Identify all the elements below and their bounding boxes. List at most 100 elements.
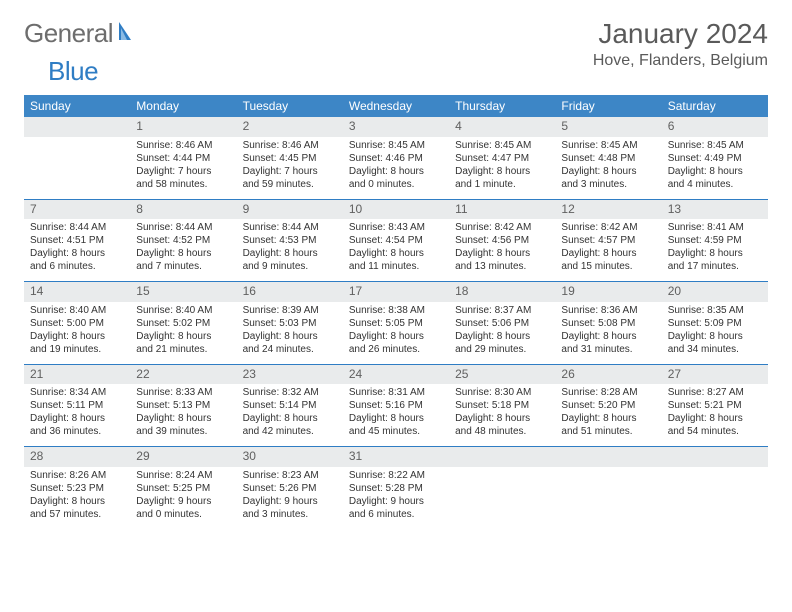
- sunset-text: Sunset: 4:46 PM: [349, 152, 443, 165]
- day-number: 31: [343, 447, 449, 467]
- day-number: 14: [24, 282, 130, 302]
- weekday-header: Tuesday: [237, 95, 343, 117]
- daylight-text: Daylight: 9 hours and 0 minutes.: [136, 495, 230, 521]
- day-cell: 6Sunrise: 8:45 AMSunset: 4:49 PMDaylight…: [662, 117, 768, 199]
- daylight-text: Daylight: 8 hours and 34 minutes.: [668, 330, 762, 356]
- sunrise-text: Sunrise: 8:44 AM: [136, 221, 230, 234]
- daylight-text: Daylight: 8 hours and 11 minutes.: [349, 247, 443, 273]
- sunset-text: Sunset: 5:00 PM: [30, 317, 124, 330]
- sunset-text: Sunset: 5:08 PM: [561, 317, 655, 330]
- sunset-text: Sunset: 5:16 PM: [349, 399, 443, 412]
- daylight-text: Daylight: 9 hours and 6 minutes.: [349, 495, 443, 521]
- weekday-header: Friday: [555, 95, 661, 117]
- sunrise-text: Sunrise: 8:44 AM: [243, 221, 337, 234]
- day-cell: [662, 447, 768, 529]
- daylight-text: Daylight: 9 hours and 3 minutes.: [243, 495, 337, 521]
- logo: General: [24, 18, 139, 49]
- sunrise-text: Sunrise: 8:40 AM: [30, 304, 124, 317]
- logo-text-2: Blue: [48, 56, 98, 87]
- day-cell: 17Sunrise: 8:38 AMSunset: 5:05 PMDayligh…: [343, 282, 449, 365]
- day-cell: 20Sunrise: 8:35 AMSunset: 5:09 PMDayligh…: [662, 282, 768, 365]
- day-number: 21: [24, 365, 130, 385]
- sunset-text: Sunset: 5:05 PM: [349, 317, 443, 330]
- day-cell: 31Sunrise: 8:22 AMSunset: 5:28 PMDayligh…: [343, 447, 449, 529]
- daylight-text: Daylight: 8 hours and 29 minutes.: [455, 330, 549, 356]
- day-body: [24, 137, 130, 199]
- day-number: 5: [555, 117, 661, 137]
- sunrise-text: Sunrise: 8:45 AM: [455, 139, 549, 152]
- day-body: Sunrise: 8:37 AMSunset: 5:06 PMDaylight:…: [449, 302, 555, 364]
- daylight-text: Daylight: 8 hours and 6 minutes.: [30, 247, 124, 273]
- sunset-text: Sunset: 4:51 PM: [30, 234, 124, 247]
- day-number: 12: [555, 200, 661, 220]
- sunrise-text: Sunrise: 8:42 AM: [561, 221, 655, 234]
- sunset-text: Sunset: 5:03 PM: [243, 317, 337, 330]
- sunset-text: Sunset: 4:44 PM: [136, 152, 230, 165]
- day-cell: 15Sunrise: 8:40 AMSunset: 5:02 PMDayligh…: [130, 282, 236, 365]
- daylight-text: Daylight: 8 hours and 15 minutes.: [561, 247, 655, 273]
- day-body: [449, 467, 555, 529]
- day-body: Sunrise: 8:38 AMSunset: 5:05 PMDaylight:…: [343, 302, 449, 364]
- location: Hove, Flanders, Belgium: [593, 52, 768, 70]
- sunset-text: Sunset: 4:56 PM: [455, 234, 549, 247]
- day-body: [555, 467, 661, 529]
- day-number: 2: [237, 117, 343, 137]
- day-cell: 4Sunrise: 8:45 AMSunset: 4:47 PMDaylight…: [449, 117, 555, 199]
- day-number: 25: [449, 365, 555, 385]
- daylight-text: Daylight: 8 hours and 42 minutes.: [243, 412, 337, 438]
- day-number: 11: [449, 200, 555, 220]
- sunrise-text: Sunrise: 8:30 AM: [455, 386, 549, 399]
- day-number: 20: [662, 282, 768, 302]
- day-number: [449, 447, 555, 467]
- day-cell: 11Sunrise: 8:42 AMSunset: 4:56 PMDayligh…: [449, 199, 555, 282]
- weekday-header-row: Sunday Monday Tuesday Wednesday Thursday…: [24, 95, 768, 117]
- day-number: 16: [237, 282, 343, 302]
- day-number: 22: [130, 365, 236, 385]
- week-row: 14Sunrise: 8:40 AMSunset: 5:00 PMDayligh…: [24, 282, 768, 365]
- day-body: Sunrise: 8:28 AMSunset: 5:20 PMDaylight:…: [555, 384, 661, 446]
- day-body: Sunrise: 8:44 AMSunset: 4:52 PMDaylight:…: [130, 219, 236, 281]
- weekday-header: Wednesday: [343, 95, 449, 117]
- week-row: 7Sunrise: 8:44 AMSunset: 4:51 PMDaylight…: [24, 199, 768, 282]
- sunrise-text: Sunrise: 8:23 AM: [243, 469, 337, 482]
- day-cell: 18Sunrise: 8:37 AMSunset: 5:06 PMDayligh…: [449, 282, 555, 365]
- sunset-text: Sunset: 5:21 PM: [668, 399, 762, 412]
- day-body: Sunrise: 8:45 AMSunset: 4:48 PMDaylight:…: [555, 137, 661, 199]
- daylight-text: Daylight: 8 hours and 3 minutes.: [561, 165, 655, 191]
- daylight-text: Daylight: 8 hours and 39 minutes.: [136, 412, 230, 438]
- weekday-header: Monday: [130, 95, 236, 117]
- daylight-text: Daylight: 8 hours and 21 minutes.: [136, 330, 230, 356]
- day-body: Sunrise: 8:33 AMSunset: 5:13 PMDaylight:…: [130, 384, 236, 446]
- day-number: 17: [343, 282, 449, 302]
- title-block: January 2024 Hove, Flanders, Belgium: [593, 18, 768, 70]
- daylight-text: Daylight: 8 hours and 26 minutes.: [349, 330, 443, 356]
- sunrise-text: Sunrise: 8:39 AM: [243, 304, 337, 317]
- sunset-text: Sunset: 4:54 PM: [349, 234, 443, 247]
- daylight-text: Daylight: 8 hours and 19 minutes.: [30, 330, 124, 356]
- sunrise-text: Sunrise: 8:46 AM: [243, 139, 337, 152]
- day-cell: [24, 117, 130, 199]
- day-body: Sunrise: 8:42 AMSunset: 4:56 PMDaylight:…: [449, 219, 555, 281]
- day-number: [555, 447, 661, 467]
- day-cell: 13Sunrise: 8:41 AMSunset: 4:59 PMDayligh…: [662, 199, 768, 282]
- sunrise-text: Sunrise: 8:42 AM: [455, 221, 549, 234]
- day-body: Sunrise: 8:30 AMSunset: 5:18 PMDaylight:…: [449, 384, 555, 446]
- sunset-text: Sunset: 5:20 PM: [561, 399, 655, 412]
- calendar-table: Sunday Monday Tuesday Wednesday Thursday…: [24, 95, 768, 529]
- sunrise-text: Sunrise: 8:40 AM: [136, 304, 230, 317]
- day-body: Sunrise: 8:45 AMSunset: 4:46 PMDaylight:…: [343, 137, 449, 199]
- sunrise-text: Sunrise: 8:38 AM: [349, 304, 443, 317]
- day-cell: 10Sunrise: 8:43 AMSunset: 4:54 PMDayligh…: [343, 199, 449, 282]
- day-body: Sunrise: 8:42 AMSunset: 4:57 PMDaylight:…: [555, 219, 661, 281]
- sunrise-text: Sunrise: 8:24 AM: [136, 469, 230, 482]
- sunset-text: Sunset: 5:23 PM: [30, 482, 124, 495]
- day-body: Sunrise: 8:27 AMSunset: 5:21 PMDaylight:…: [662, 384, 768, 446]
- day-body: Sunrise: 8:40 AMSunset: 5:00 PMDaylight:…: [24, 302, 130, 364]
- sunset-text: Sunset: 4:49 PM: [668, 152, 762, 165]
- sunset-text: Sunset: 4:52 PM: [136, 234, 230, 247]
- month-title: January 2024: [593, 18, 768, 50]
- day-cell: 8Sunrise: 8:44 AMSunset: 4:52 PMDaylight…: [130, 199, 236, 282]
- sunset-text: Sunset: 5:06 PM: [455, 317, 549, 330]
- day-number: 7: [24, 200, 130, 220]
- sunrise-text: Sunrise: 8:32 AM: [243, 386, 337, 399]
